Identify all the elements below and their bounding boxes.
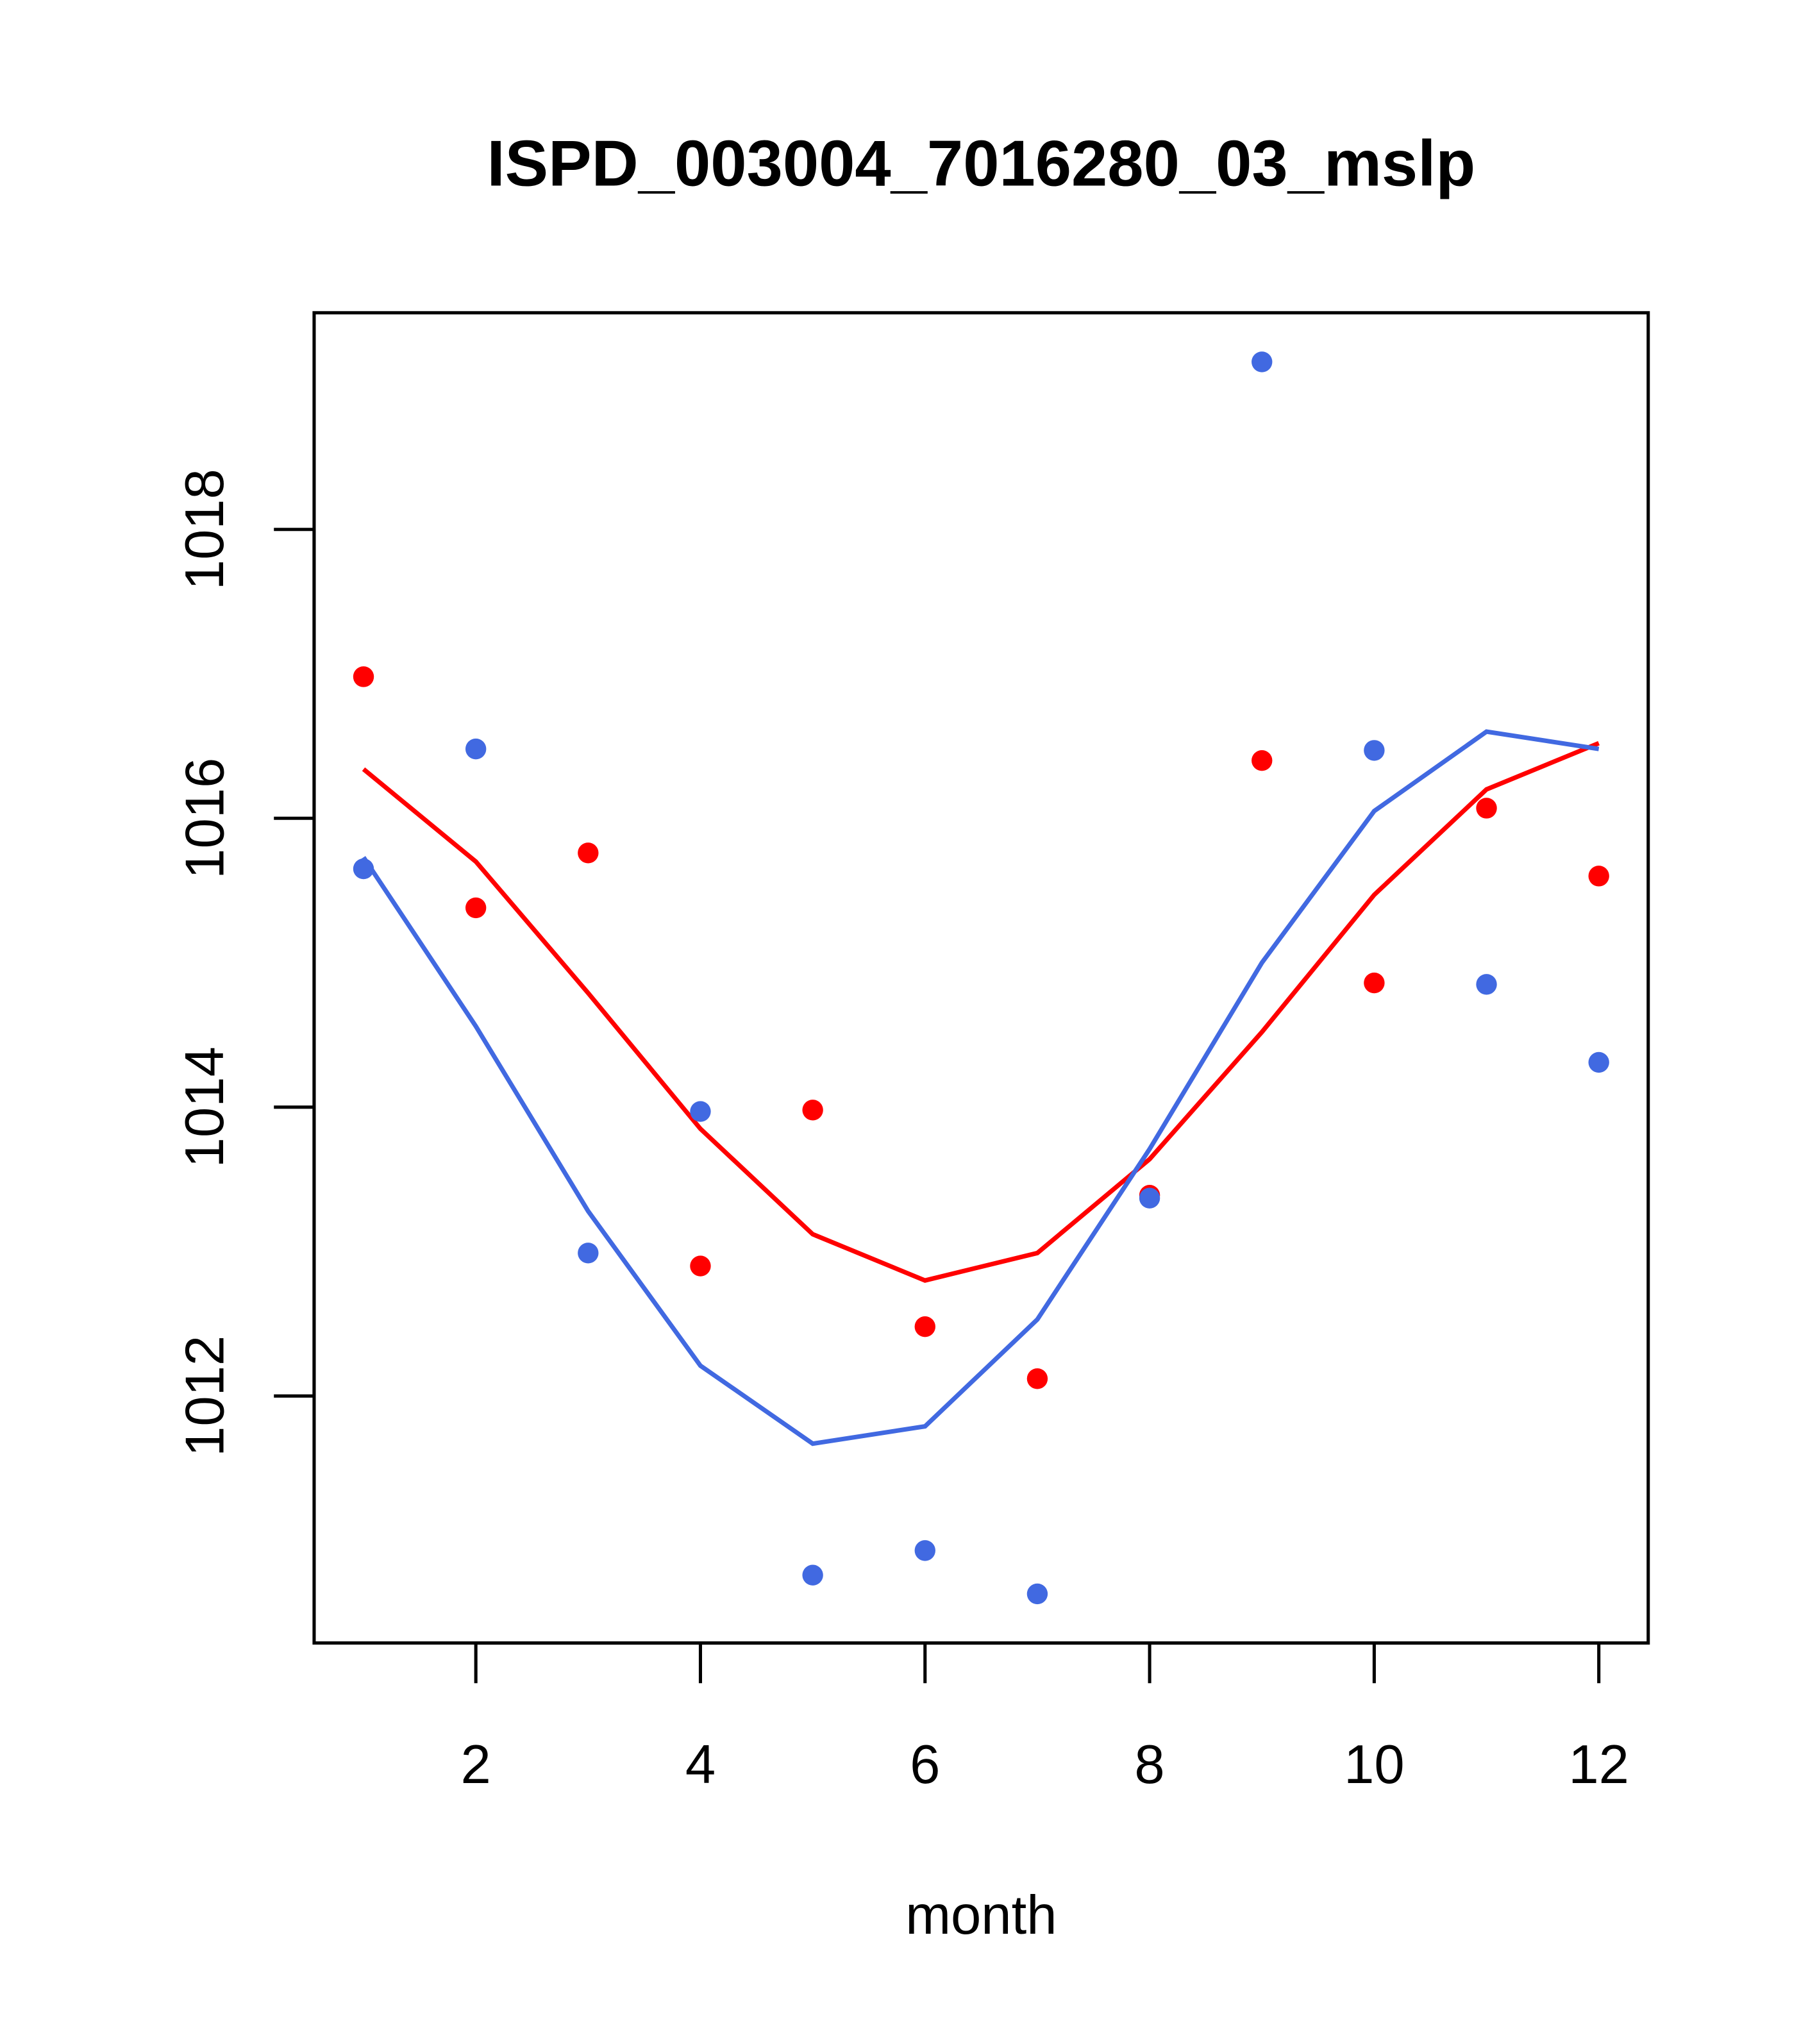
- x-axis: 2 4 6 8 10 12: [461, 1641, 1629, 1795]
- x-tick-label: 10: [1344, 1734, 1405, 1795]
- x-tick-label: 2: [461, 1734, 491, 1795]
- x-axis-label: month: [905, 1885, 1057, 1946]
- blue-data-point: [578, 1243, 599, 1264]
- blue-data-point: [1588, 1051, 1609, 1073]
- red-data-point: [1252, 750, 1273, 771]
- blue-data-point: [802, 1564, 823, 1586]
- red-data-point: [914, 1316, 935, 1337]
- y-tick-label: 1014: [174, 1046, 235, 1168]
- red-data-point: [1026, 1368, 1048, 1389]
- chart-title: ISPD_003004_7016280_03_mslp: [487, 127, 1476, 199]
- x-tick-label: 8: [1134, 1734, 1164, 1795]
- y-tick-label: 1018: [174, 469, 235, 590]
- blue-data-point: [1252, 351, 1273, 373]
- blue-data-point: [1476, 974, 1497, 995]
- y-tick-label: 1012: [174, 1336, 235, 1457]
- red-data-point: [690, 1255, 711, 1277]
- red-data-point: [1364, 972, 1385, 994]
- x-tick-label: 6: [910, 1734, 940, 1795]
- blue-data-point: [914, 1540, 935, 1561]
- x-tick-label: 12: [1568, 1734, 1629, 1795]
- blue-data-point: [690, 1101, 711, 1122]
- red-data-point: [1476, 798, 1497, 819]
- y-tick-label: 1016: [174, 758, 235, 879]
- x-tick-label: 4: [685, 1734, 716, 1795]
- y-axis: 1012 1014 1016 1018: [174, 469, 316, 1457]
- red-data-point: [1588, 866, 1609, 887]
- red-data-point: [353, 666, 374, 687]
- blue-data-point: [1364, 740, 1385, 761]
- red-series-line: [362, 741, 1600, 1283]
- blue-data-point: [465, 738, 487, 760]
- blue-data-point: [1139, 1187, 1160, 1209]
- red-data-point: [578, 842, 599, 864]
- red-data-point: [465, 897, 487, 919]
- red-data-point: [802, 1100, 823, 1121]
- blue-data-point: [353, 858, 374, 880]
- blue-data-point: [1026, 1583, 1048, 1605]
- plot-frame: [312, 311, 1650, 1645]
- blue-series-line: [362, 729, 1600, 1446]
- series-layer: [353, 351, 1609, 1605]
